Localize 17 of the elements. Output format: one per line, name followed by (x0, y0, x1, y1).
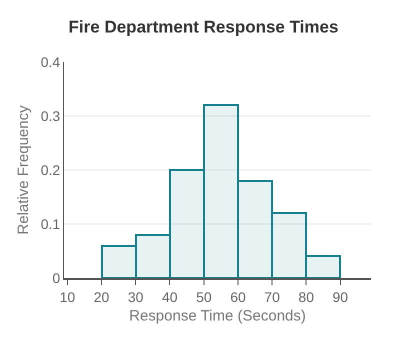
x-tick-label: 60 (230, 288, 246, 305)
x-axis-title: Response Time (Seconds) (129, 307, 306, 324)
y-tick-label: 0.1 (40, 216, 60, 232)
x-tick-label: 90 (332, 288, 348, 305)
y-tick-label: 0.3 (40, 108, 60, 124)
x-tick-label: 70 (264, 288, 280, 305)
y-tick-label: 0.4 (40, 54, 60, 70)
x-tick-label: 10 (60, 288, 76, 305)
y-axis-title: Relative Frequency (14, 104, 32, 235)
x-tick-label: 50 (196, 288, 212, 305)
x-tick-label: 80 (298, 288, 314, 305)
x-tick-label: 20 (94, 288, 110, 305)
y-tick-label: 0.2 (40, 162, 60, 178)
chart-title: Fire Department Response Times (68, 18, 338, 37)
y-tick-label: 0 (52, 270, 60, 286)
x-tick-label: 40 (162, 288, 178, 305)
x-tick-label: 30 (128, 288, 144, 305)
